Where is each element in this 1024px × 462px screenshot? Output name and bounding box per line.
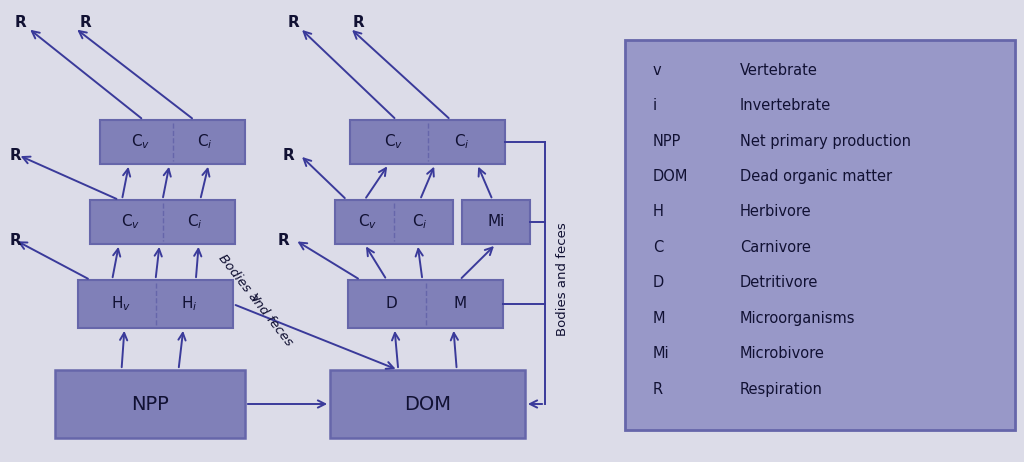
- Text: v: v: [653, 63, 662, 78]
- Text: C$_v$: C$_v$: [131, 133, 151, 152]
- Text: Detritivore: Detritivore: [740, 275, 818, 290]
- Text: C: C: [653, 240, 664, 255]
- Text: C$_i$: C$_i$: [454, 133, 469, 152]
- FancyBboxPatch shape: [335, 200, 453, 244]
- FancyBboxPatch shape: [348, 280, 503, 328]
- Text: Vertebrate: Vertebrate: [740, 63, 818, 78]
- Text: v: v: [247, 291, 263, 305]
- Text: Carnivore: Carnivore: [740, 240, 811, 255]
- Text: Respiration: Respiration: [740, 382, 823, 397]
- Text: Mi: Mi: [487, 214, 505, 230]
- FancyBboxPatch shape: [90, 200, 234, 244]
- Text: R: R: [10, 148, 22, 163]
- Text: i: i: [653, 98, 657, 113]
- Text: Microbivore: Microbivore: [740, 346, 825, 361]
- Text: M: M: [653, 311, 666, 326]
- FancyBboxPatch shape: [350, 120, 505, 164]
- Text: H$_i$: H$_i$: [181, 295, 198, 313]
- Text: C$_v$: C$_v$: [384, 133, 403, 152]
- Text: C$_i$: C$_i$: [412, 213, 428, 231]
- Text: D: D: [385, 297, 397, 311]
- Text: C$_i$: C$_i$: [186, 213, 203, 231]
- Text: Mi: Mi: [653, 346, 670, 361]
- Text: DOM: DOM: [404, 395, 451, 413]
- FancyBboxPatch shape: [100, 120, 245, 164]
- Text: R: R: [80, 15, 92, 30]
- Text: Net primary production: Net primary production: [740, 134, 911, 149]
- Text: NPP: NPP: [131, 395, 169, 413]
- Text: R: R: [283, 148, 295, 163]
- Text: Bodies and feces: Bodies and feces: [215, 252, 295, 348]
- Text: H: H: [653, 205, 664, 219]
- Text: R: R: [353, 15, 365, 30]
- FancyBboxPatch shape: [330, 370, 525, 438]
- Text: R: R: [278, 233, 290, 248]
- Text: NPP: NPP: [653, 134, 681, 149]
- FancyBboxPatch shape: [78, 280, 233, 328]
- Text: Invertebrate: Invertebrate: [740, 98, 831, 113]
- Text: R: R: [653, 382, 664, 397]
- Text: C$_v$: C$_v$: [358, 213, 378, 231]
- Text: D: D: [653, 275, 665, 290]
- Text: Microorganisms: Microorganisms: [740, 311, 855, 326]
- Text: M: M: [453, 297, 466, 311]
- FancyBboxPatch shape: [625, 40, 1015, 430]
- Text: C$_i$: C$_i$: [197, 133, 212, 152]
- Text: R: R: [10, 233, 22, 248]
- FancyBboxPatch shape: [462, 200, 530, 244]
- Text: R: R: [288, 15, 300, 30]
- Text: DOM: DOM: [653, 169, 688, 184]
- Text: Bodies and feces: Bodies and feces: [556, 222, 569, 336]
- Text: H$_v$: H$_v$: [112, 295, 131, 313]
- Text: R: R: [15, 15, 27, 30]
- Text: Herbivore: Herbivore: [740, 205, 812, 219]
- Text: Dead organic matter: Dead organic matter: [740, 169, 892, 184]
- Text: C$_v$: C$_v$: [121, 213, 140, 231]
- FancyBboxPatch shape: [55, 370, 245, 438]
